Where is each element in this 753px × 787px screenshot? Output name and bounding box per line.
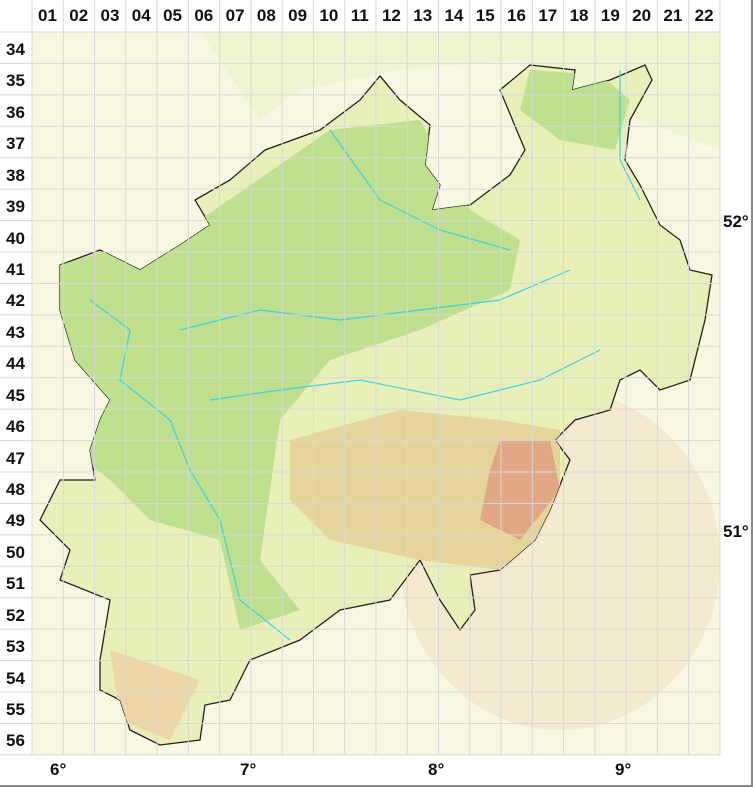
column-label: 21 <box>663 6 683 25</box>
column-label: 22 <box>694 6 714 25</box>
column-label: 13 <box>413 6 433 25</box>
longitude-label: 7° <box>240 760 257 779</box>
row-label: 47 <box>6 448 25 468</box>
row-label: 53 <box>6 637 25 657</box>
column-label: 05 <box>163 6 182 25</box>
column-label: 15 <box>475 6 495 25</box>
column-label: 20 <box>632 6 652 25</box>
row-label: 45 <box>6 385 25 405</box>
column-label: 16 <box>507 6 526 25</box>
longitude-label: 9° <box>615 760 632 779</box>
column-label: 06 <box>194 6 214 25</box>
river-ems <box>329 129 511 251</box>
column-label: 04 <box>131 6 151 25</box>
row-label: 56 <box>6 731 25 751</box>
row-label: 52 <box>6 605 25 625</box>
row-label: 34 <box>6 40 25 59</box>
column-label: 07 <box>225 6 245 25</box>
grid-lines <box>0 0 721 756</box>
row-label: 55 <box>6 700 25 720</box>
longitude-label: 6° <box>50 760 67 779</box>
column-label: 14 <box>444 6 464 25</box>
latitude-label: 52° <box>723 212 749 231</box>
row-label: 44 <box>6 354 25 374</box>
column-label: 08 <box>256 6 276 25</box>
river-weser <box>619 70 641 201</box>
row-label: 54 <box>6 668 25 688</box>
column-label: 11 <box>350 6 369 25</box>
row-label: 49 <box>6 511 25 531</box>
column-label: 19 <box>600 6 620 25</box>
row-label: 41 <box>6 260 25 279</box>
latitude-label: 51° <box>723 522 749 541</box>
row-label: 37 <box>6 134 25 154</box>
column-label: 02 <box>69 6 89 25</box>
row-label: 38 <box>6 165 25 185</box>
lower-saxony-terrain <box>200 32 720 150</box>
row-label: 50 <box>6 542 25 562</box>
column-label: 17 <box>538 6 558 25</box>
row-label: 43 <box>6 322 25 342</box>
column-label: 03 <box>100 6 120 25</box>
river-ruhr <box>209 349 601 401</box>
peak-area <box>480 440 560 540</box>
column-label: 09 <box>288 6 308 25</box>
lowland-area-north <box>520 70 630 150</box>
column-label: 10 <box>319 6 339 25</box>
river-rhine <box>89 299 291 641</box>
highland-area <box>290 410 560 570</box>
longitude-label: 8° <box>428 760 445 779</box>
row-label: 40 <box>6 228 25 248</box>
row-label: 48 <box>6 480 25 500</box>
row-label: 39 <box>6 197 25 217</box>
row-label: 36 <box>6 102 25 122</box>
rivers <box>89 70 641 641</box>
column-label: 01 <box>38 6 57 25</box>
eifel-area <box>110 650 200 740</box>
row-label: 46 <box>6 417 25 437</box>
row-label: 51 <box>6 574 25 594</box>
row-label: 42 <box>6 291 25 311</box>
column-label: 12 <box>381 6 401 25</box>
column-label: 18 <box>569 6 589 25</box>
row-label: 35 <box>6 71 25 91</box>
